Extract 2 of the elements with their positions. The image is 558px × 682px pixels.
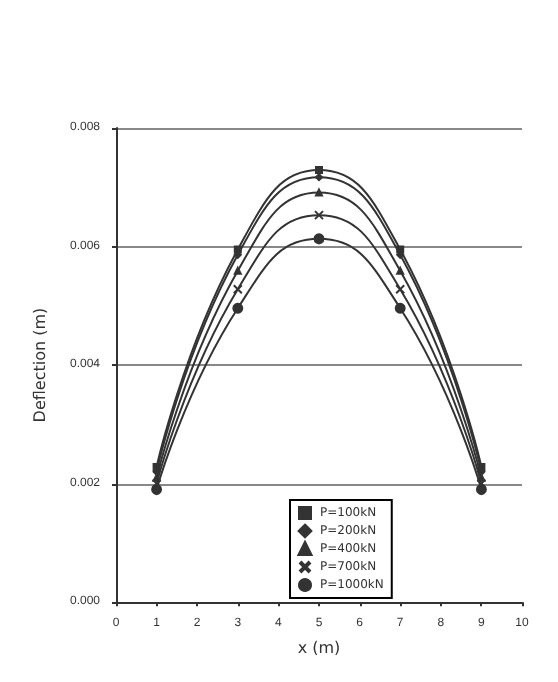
y-axis-title: Deflection (m): [31, 307, 49, 423]
x-axis-title: x (m): [297, 639, 341, 657]
